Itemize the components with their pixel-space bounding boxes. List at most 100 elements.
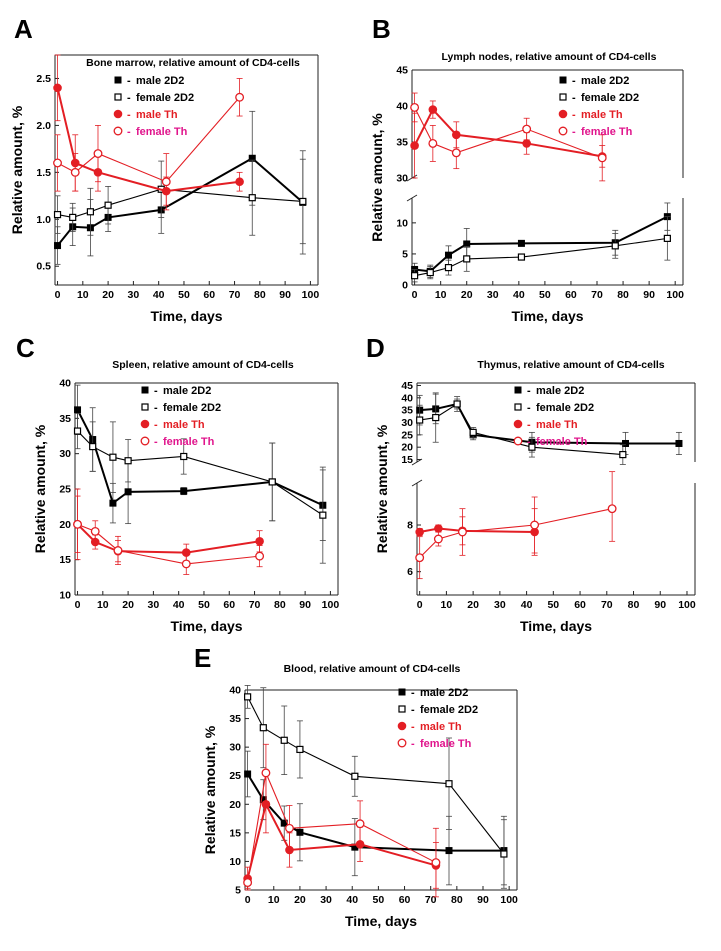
series-line — [419, 508, 613, 559]
y-tick-label: 2.5 — [36, 73, 51, 85]
legend-label: male 2D2 — [420, 687, 468, 699]
x-axis-label: Time, days — [170, 618, 242, 634]
y-axis-label: Relative amount, % — [202, 725, 218, 854]
legend-marker — [514, 386, 522, 394]
series-line — [419, 527, 535, 533]
x-tick-label: 80 — [451, 894, 463, 906]
data-point — [53, 210, 62, 219]
legend: - male 2D2- female 2D2- male Th-female Th — [558, 75, 639, 138]
x-tick-label: 50 — [373, 894, 385, 906]
x-tick-label: 60 — [399, 894, 411, 906]
data-point — [261, 799, 271, 809]
legend: - male 2D2- female 2D2- male Th-female Th — [140, 385, 221, 448]
y-tick-label: 15 — [401, 454, 413, 466]
x-tick-label: 50 — [178, 289, 190, 301]
x-tick-label: 90 — [477, 894, 489, 906]
x-axis-label: Time, days — [345, 913, 417, 929]
legend-marker — [113, 126, 123, 136]
series-female-th — [243, 743, 441, 898]
legend-dash: - — [154, 436, 158, 448]
x-axis-label: Time, days — [520, 618, 592, 634]
legend-marker — [559, 76, 567, 84]
legend-dash: - — [154, 385, 158, 397]
data-point — [86, 208, 95, 216]
y-tick-label: 15 — [59, 554, 71, 566]
legend-marker — [114, 93, 122, 101]
y-tick-label: 40 — [401, 392, 413, 404]
y-tick-label: 8 — [407, 520, 413, 532]
data-point — [259, 724, 267, 732]
x-tick-label: 20 — [461, 289, 473, 301]
data-point — [180, 452, 188, 461]
x-tick-label: 0 — [75, 599, 81, 611]
data-point — [299, 197, 307, 206]
legend-dash: - — [411, 687, 415, 699]
y-tick-label: 35 — [401, 405, 413, 417]
data-point — [355, 819, 365, 829]
legend: - male 2D2- female 2D2- male Th-female Th — [113, 75, 194, 138]
data-point — [415, 527, 424, 537]
series-line — [246, 773, 504, 852]
panel-letter: B — [372, 14, 391, 44]
series-line — [76, 523, 260, 554]
y-tick-label: 5 — [235, 885, 241, 897]
x-tick-label: 0 — [55, 289, 61, 301]
x-tick-label: 50 — [547, 599, 559, 611]
x-tick-label: 90 — [299, 599, 311, 611]
x-tick-label: 70 — [229, 289, 241, 301]
data-point — [433, 534, 443, 544]
legend-dash: - — [527, 436, 531, 448]
series-female-2d2 — [53, 158, 307, 245]
data-point — [109, 453, 117, 461]
data-point — [93, 149, 103, 159]
y-tick-label: 25 — [401, 429, 413, 441]
data-point — [463, 255, 471, 263]
data-point — [259, 796, 267, 804]
x-tick-label: 10 — [441, 599, 453, 611]
legend-marker — [398, 705, 406, 713]
data-point — [261, 768, 271, 778]
data-point — [109, 499, 117, 507]
series-female-th — [410, 92, 607, 182]
x-tick-label: 60 — [565, 289, 577, 301]
legend-marker — [141, 386, 149, 394]
legend-dash: - — [127, 75, 131, 87]
data-point — [411, 272, 419, 280]
data-point — [675, 439, 683, 447]
x-tick-label: 70 — [601, 599, 613, 611]
series-female-2d2 — [244, 685, 508, 889]
y-tick-label: 20 — [229, 799, 241, 811]
legend-dash: - — [572, 109, 576, 121]
data-point — [611, 242, 619, 250]
legend-label: female 2D2 — [536, 402, 594, 414]
x-tick-label: 80 — [254, 289, 266, 301]
legend-marker — [397, 738, 407, 748]
data-point — [522, 124, 532, 134]
y-tick-label: 30 — [396, 173, 408, 185]
y-tick-label: 45 — [396, 65, 408, 77]
y-tick-label: 1.0 — [36, 214, 51, 226]
legend-label: female 2D2 — [163, 402, 221, 414]
data-point — [235, 177, 244, 187]
data-point — [285, 823, 294, 833]
legend-marker — [140, 436, 150, 446]
data-point — [444, 264, 453, 272]
x-tick-label: 0 — [412, 289, 418, 301]
legend-label: male 2D2 — [163, 385, 211, 397]
legend-label: female Th — [581, 126, 633, 138]
y-tick-label: 0 — [402, 280, 408, 292]
legend-marker — [513, 419, 523, 429]
legend-dash: - — [154, 419, 158, 431]
x-axis-label: Time, days — [511, 308, 583, 324]
legend-dash: - — [572, 75, 576, 87]
data-point — [607, 504, 617, 514]
legend-label: female Th — [420, 738, 472, 750]
data-point — [619, 450, 627, 459]
x-tick-label: 30 — [487, 289, 499, 301]
x-tick-label: 30 — [148, 599, 160, 611]
data-point — [124, 457, 132, 465]
data-point — [445, 847, 453, 855]
data-point — [500, 850, 508, 858]
legend-label: male Th — [136, 109, 178, 121]
